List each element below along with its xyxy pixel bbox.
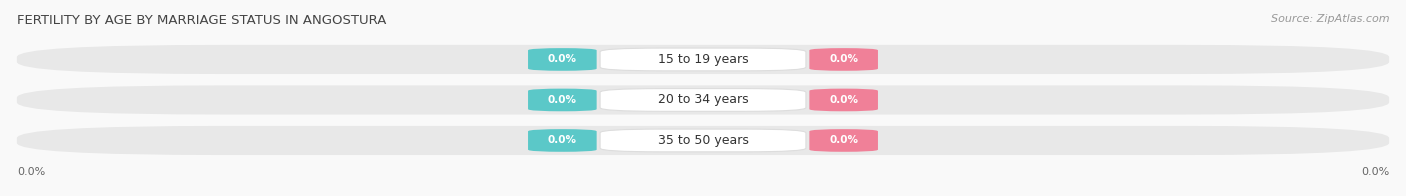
FancyBboxPatch shape xyxy=(600,48,806,71)
Text: 15 to 19 years: 15 to 19 years xyxy=(658,53,748,66)
FancyBboxPatch shape xyxy=(810,89,877,111)
Text: Source: ZipAtlas.com: Source: ZipAtlas.com xyxy=(1271,14,1389,24)
Text: 35 to 50 years: 35 to 50 years xyxy=(658,134,748,147)
FancyBboxPatch shape xyxy=(529,48,596,71)
FancyBboxPatch shape xyxy=(810,48,877,71)
Text: 0.0%: 0.0% xyxy=(17,167,45,177)
Text: 0.0%: 0.0% xyxy=(830,54,858,64)
FancyBboxPatch shape xyxy=(529,129,596,152)
FancyBboxPatch shape xyxy=(17,85,1389,114)
FancyBboxPatch shape xyxy=(529,89,596,111)
Text: 20 to 34 years: 20 to 34 years xyxy=(658,93,748,106)
Text: 0.0%: 0.0% xyxy=(548,54,576,64)
Text: 0.0%: 0.0% xyxy=(830,135,858,145)
FancyBboxPatch shape xyxy=(810,129,877,152)
Text: 0.0%: 0.0% xyxy=(830,95,858,105)
Text: 0.0%: 0.0% xyxy=(548,95,576,105)
Text: FERTILITY BY AGE BY MARRIAGE STATUS IN ANGOSTURA: FERTILITY BY AGE BY MARRIAGE STATUS IN A… xyxy=(17,14,387,27)
FancyBboxPatch shape xyxy=(600,89,806,111)
FancyBboxPatch shape xyxy=(600,129,806,152)
FancyBboxPatch shape xyxy=(17,45,1389,74)
Text: 0.0%: 0.0% xyxy=(548,135,576,145)
FancyBboxPatch shape xyxy=(17,126,1389,155)
Text: 0.0%: 0.0% xyxy=(1361,167,1389,177)
